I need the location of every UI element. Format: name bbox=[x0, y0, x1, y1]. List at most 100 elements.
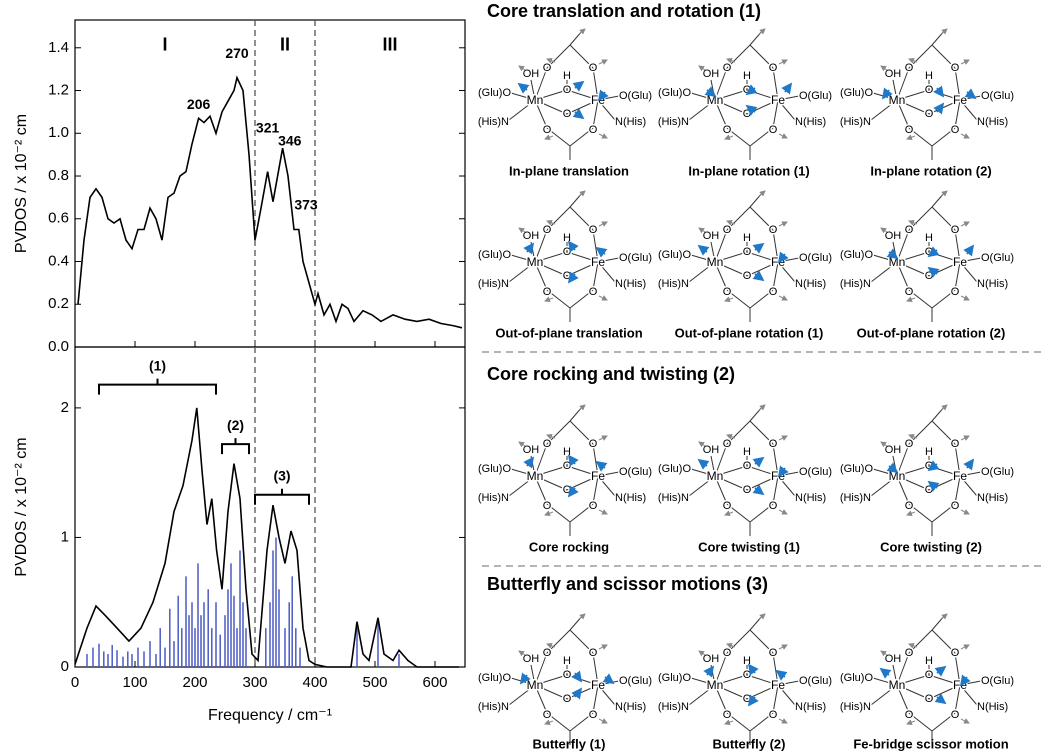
bond bbox=[510, 92, 536, 101]
bond bbox=[714, 261, 748, 277]
motion-arrow bbox=[880, 65, 888, 72]
motion-arrow bbox=[934, 693, 947, 705]
motion-arrow bbox=[940, 613, 948, 620]
atom-label: H bbox=[925, 655, 933, 667]
bond bbox=[688, 261, 716, 283]
bond bbox=[534, 261, 568, 277]
x-tick-label: 200 bbox=[182, 674, 207, 691]
motion-arrow bbox=[778, 133, 788, 139]
motion-arrow bbox=[546, 57, 556, 64]
bond bbox=[714, 475, 728, 505]
atom-label: (His)N bbox=[478, 116, 509, 128]
bond bbox=[508, 261, 536, 283]
bond bbox=[746, 251, 779, 263]
bond bbox=[931, 206, 956, 231]
atom-label: N(His) bbox=[615, 701, 646, 713]
motion-arrow bbox=[697, 244, 710, 256]
y-tick-label: 2 bbox=[61, 399, 69, 416]
bond bbox=[566, 89, 599, 101]
peak-label: 206 bbox=[187, 96, 211, 112]
bond bbox=[534, 652, 548, 686]
atom-label: Fe bbox=[953, 469, 967, 483]
bond bbox=[534, 261, 548, 291]
bond bbox=[896, 99, 930, 115]
bond bbox=[592, 652, 599, 686]
atom-label: O bbox=[925, 270, 934, 282]
bond bbox=[746, 465, 779, 477]
atom-label: O bbox=[589, 224, 598, 236]
motion-arrow bbox=[886, 248, 899, 260]
motion-arrow bbox=[726, 57, 736, 64]
bond bbox=[714, 261, 728, 291]
x-tick-label: 400 bbox=[302, 674, 327, 691]
bond bbox=[908, 127, 933, 147]
bond bbox=[546, 127, 571, 147]
bond bbox=[954, 261, 961, 291]
bond bbox=[546, 503, 571, 523]
motion-arrow bbox=[933, 85, 945, 98]
y-axis-label: PVDOS / x 10⁻² cm bbox=[13, 437, 30, 576]
atom-label: O bbox=[563, 693, 572, 705]
bond bbox=[896, 465, 930, 477]
atom-label: (Glu)O bbox=[478, 249, 511, 261]
motion-arrow bbox=[544, 134, 554, 141]
atom-label: Mn bbox=[527, 469, 544, 483]
atom-label: O bbox=[769, 500, 778, 512]
bond bbox=[714, 443, 728, 477]
caption: Butterfly (1) bbox=[533, 736, 606, 751]
motion-arrow bbox=[752, 484, 765, 496]
atom-label: O(Glu) bbox=[799, 90, 832, 102]
caption: Out-of-plane rotation (2) bbox=[857, 325, 1006, 340]
atom-label: O(Glu) bbox=[619, 90, 652, 102]
bond bbox=[592, 67, 599, 101]
atom-label: O bbox=[563, 460, 572, 472]
atom-label: OH bbox=[523, 653, 540, 665]
atom-label: O bbox=[769, 62, 778, 74]
atom-label: Mn bbox=[707, 678, 724, 692]
bond bbox=[690, 254, 716, 263]
bond bbox=[566, 465, 599, 477]
motion-arrow bbox=[518, 650, 526, 657]
atom-label: (His)N bbox=[478, 701, 509, 713]
bond bbox=[908, 289, 933, 309]
bond bbox=[534, 465, 568, 477]
bond bbox=[508, 684, 536, 706]
bond bbox=[569, 503, 594, 523]
atom-label: OH bbox=[703, 230, 720, 242]
caption: Core rocking bbox=[529, 539, 609, 554]
atom-label: O bbox=[589, 438, 598, 450]
atom-label: H bbox=[925, 232, 933, 244]
bond bbox=[777, 95, 800, 101]
atom-label: OH bbox=[885, 68, 902, 80]
atom-label: (His)N bbox=[840, 278, 871, 290]
motion-arrow bbox=[544, 296, 554, 303]
atom-label: (Glu)O bbox=[478, 463, 511, 475]
bond bbox=[534, 674, 568, 686]
atom-label: O bbox=[769, 647, 778, 659]
motion-arrow bbox=[598, 295, 608, 301]
atom-label: N(His) bbox=[615, 116, 646, 128]
caption: Core twisting (2) bbox=[880, 539, 982, 554]
y-tick-label: 1.0 bbox=[48, 124, 69, 141]
bond bbox=[749, 420, 774, 445]
motion-arrow bbox=[964, 88, 977, 100]
atom-label: H bbox=[563, 232, 571, 244]
atom-label: (Glu)O bbox=[658, 87, 691, 99]
motion-arrow bbox=[908, 57, 918, 64]
atom-label: Mn bbox=[889, 678, 906, 692]
bond bbox=[908, 44, 933, 69]
atom-label: H bbox=[925, 70, 933, 82]
atom-label: O bbox=[925, 84, 934, 96]
bond bbox=[688, 99, 716, 121]
motion-arrow bbox=[777, 251, 789, 264]
bond bbox=[777, 684, 796, 706]
bond bbox=[772, 229, 779, 263]
atom-label: OH bbox=[523, 68, 540, 80]
bond bbox=[592, 684, 599, 714]
atom-label: H bbox=[563, 70, 571, 82]
motion-arrow bbox=[518, 441, 526, 448]
bond bbox=[954, 652, 961, 686]
x-tick-label: 600 bbox=[422, 674, 447, 691]
bond bbox=[566, 99, 599, 115]
atom-label: O(Glu) bbox=[981, 90, 1014, 102]
